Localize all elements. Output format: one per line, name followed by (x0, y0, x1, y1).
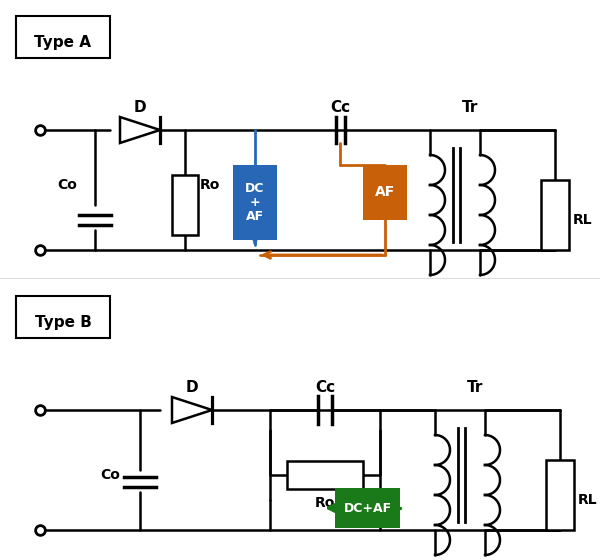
FancyBboxPatch shape (363, 165, 407, 220)
FancyBboxPatch shape (335, 488, 400, 528)
Text: Co: Co (100, 468, 120, 482)
FancyBboxPatch shape (16, 296, 110, 338)
Text: RL: RL (578, 493, 598, 507)
Text: D: D (185, 380, 199, 395)
Text: Type B: Type B (35, 315, 91, 329)
Text: D: D (134, 100, 146, 115)
Text: Cc: Cc (315, 380, 335, 395)
Text: Co: Co (57, 178, 77, 192)
Polygon shape (172, 397, 212, 423)
Polygon shape (120, 117, 160, 143)
Text: Tr: Tr (467, 380, 483, 395)
Bar (287, 461, 363, 489)
Bar (172, 175, 198, 235)
Text: Cc: Cc (330, 100, 350, 115)
Bar (541, 180, 569, 250)
Text: DC+AF: DC+AF (343, 502, 392, 515)
FancyBboxPatch shape (233, 165, 277, 240)
Text: Tr: Tr (462, 100, 478, 115)
Text: Ro: Ro (315, 496, 335, 510)
FancyBboxPatch shape (16, 16, 110, 58)
Text: Ro: Ro (200, 178, 220, 192)
Text: RL: RL (573, 213, 593, 227)
Text: AF: AF (375, 185, 395, 199)
Text: Type A: Type A (35, 35, 91, 49)
Text: DC
+
AF: DC + AF (245, 181, 265, 222)
Bar (546, 460, 574, 530)
